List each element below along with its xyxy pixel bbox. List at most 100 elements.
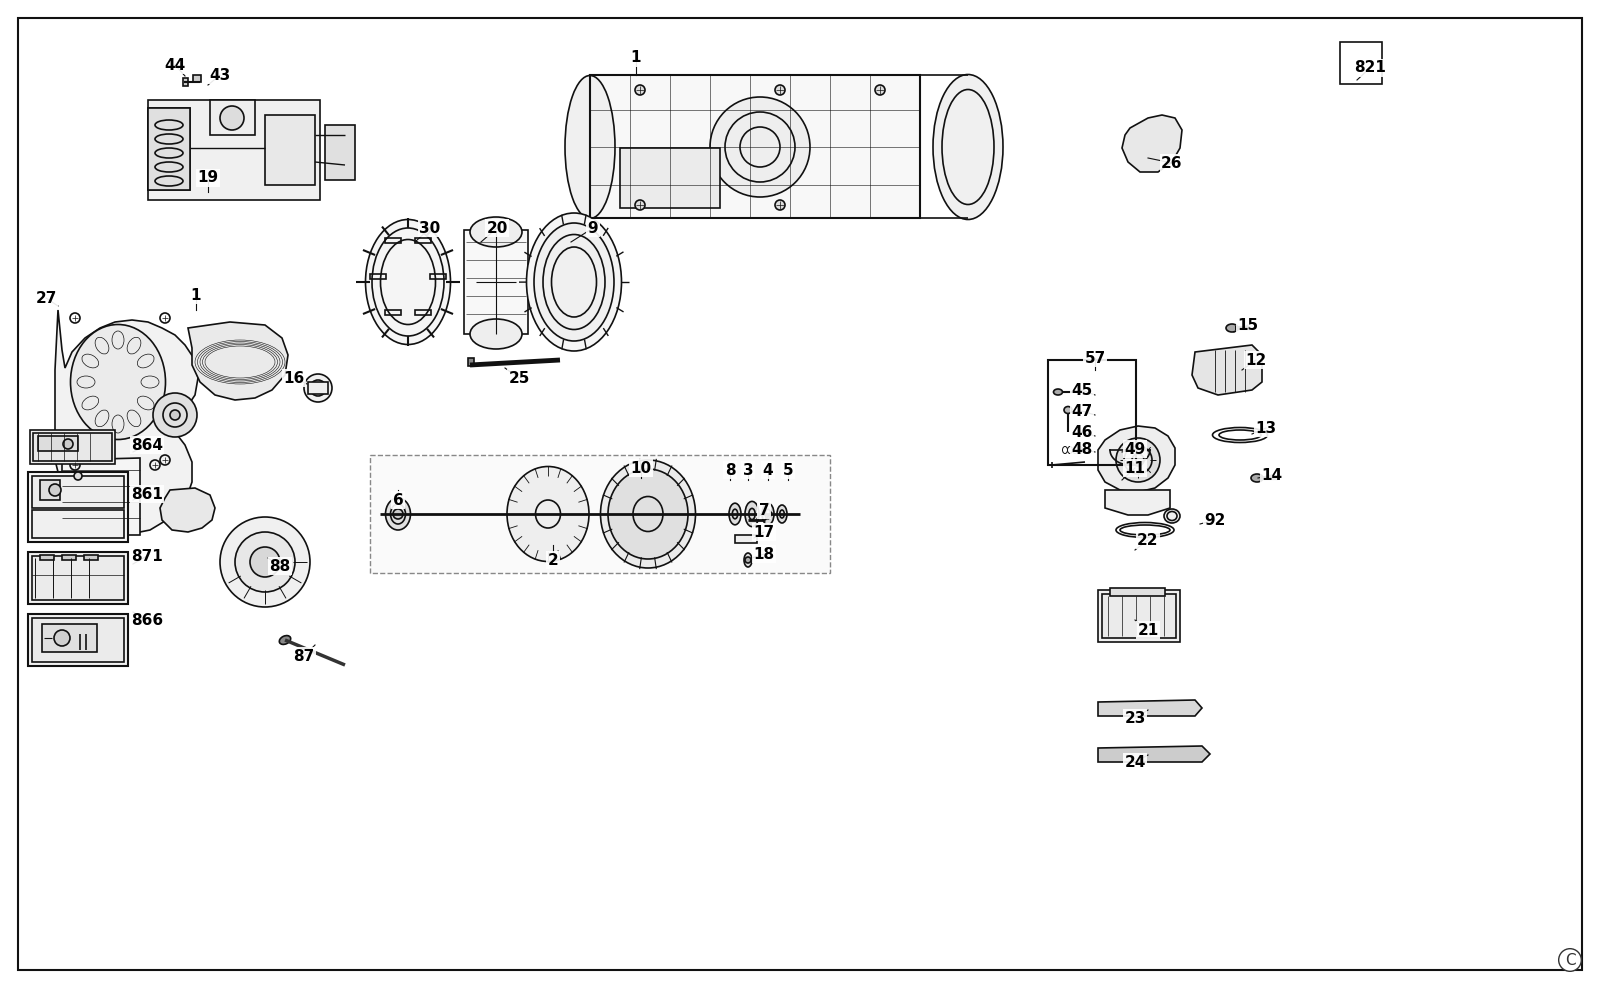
Bar (29, 472, 128, 542)
Text: 864: 864 (131, 438, 163, 453)
Text: 26: 26 (1162, 155, 1182, 171)
Polygon shape (1192, 345, 1262, 395)
Circle shape (774, 200, 786, 210)
Ellipse shape (1251, 474, 1262, 482)
Text: 22: 22 (1138, 533, 1158, 547)
Text: 20: 20 (486, 220, 507, 235)
Polygon shape (1122, 115, 1182, 172)
Circle shape (635, 85, 645, 95)
Bar (414, 238, 430, 243)
Text: C: C (1565, 952, 1576, 967)
Bar (1048, 360, 1136, 465)
Text: 88: 88 (269, 558, 291, 573)
Bar (32, 510, 125, 538)
Text: 87: 87 (293, 648, 315, 664)
Text: 4: 4 (763, 462, 773, 477)
Bar (266, 115, 315, 185)
Ellipse shape (221, 517, 310, 607)
Circle shape (304, 374, 333, 402)
Text: 12: 12 (1245, 353, 1267, 368)
Polygon shape (62, 458, 141, 535)
Text: 861: 861 (131, 486, 163, 502)
Bar (42, 624, 98, 652)
Ellipse shape (1053, 389, 1062, 395)
Bar (147, 108, 190, 190)
Circle shape (1133, 454, 1144, 466)
Ellipse shape (1165, 509, 1181, 523)
Bar (32, 556, 125, 600)
Ellipse shape (470, 319, 522, 349)
Bar (29, 614, 128, 666)
Bar (325, 125, 355, 180)
Circle shape (154, 393, 197, 437)
Circle shape (50, 484, 61, 496)
Ellipse shape (710, 97, 810, 197)
Ellipse shape (235, 532, 294, 592)
Ellipse shape (280, 635, 291, 644)
Bar (1102, 594, 1176, 638)
Ellipse shape (608, 469, 688, 559)
Text: 14: 14 (1261, 467, 1283, 482)
Text: 19: 19 (197, 171, 219, 186)
Ellipse shape (70, 324, 165, 440)
Ellipse shape (365, 219, 451, 345)
Bar (40, 480, 61, 500)
Ellipse shape (250, 547, 280, 577)
Text: 48: 48 (1072, 442, 1093, 456)
Bar (590, 75, 920, 218)
Bar (182, 78, 189, 86)
Ellipse shape (778, 505, 787, 523)
Polygon shape (1106, 490, 1170, 515)
Bar (62, 555, 77, 560)
Ellipse shape (1064, 406, 1072, 414)
Text: 866: 866 (131, 613, 163, 627)
Polygon shape (30, 430, 115, 464)
Text: 7: 7 (758, 503, 770, 518)
Bar (34, 433, 112, 461)
Text: 2: 2 (547, 552, 558, 567)
Text: 18: 18 (754, 546, 774, 561)
Circle shape (635, 200, 645, 210)
Text: 45: 45 (1072, 382, 1093, 397)
Text: 24: 24 (1125, 755, 1146, 770)
Circle shape (221, 106, 243, 130)
Text: 5: 5 (782, 462, 794, 477)
Ellipse shape (534, 223, 614, 341)
Circle shape (170, 410, 179, 420)
Bar (386, 238, 402, 243)
Circle shape (746, 557, 750, 563)
Polygon shape (160, 488, 214, 532)
Text: 47: 47 (1072, 403, 1093, 419)
Text: 6: 6 (392, 492, 403, 508)
Bar (370, 274, 386, 279)
Bar (210, 100, 254, 135)
Text: 3: 3 (742, 462, 754, 477)
Bar (621, 148, 720, 208)
Bar (464, 230, 528, 334)
Text: 871: 871 (131, 548, 163, 563)
Polygon shape (1098, 746, 1210, 762)
Ellipse shape (470, 217, 522, 247)
Ellipse shape (600, 460, 696, 568)
Polygon shape (590, 75, 920, 218)
Bar (430, 274, 446, 279)
Text: 21: 21 (1138, 622, 1158, 637)
Text: 30: 30 (419, 220, 440, 235)
Text: 8: 8 (725, 462, 736, 477)
Ellipse shape (744, 553, 752, 567)
Polygon shape (1098, 700, 1202, 716)
Ellipse shape (933, 74, 1003, 219)
Text: 821: 821 (1354, 60, 1386, 75)
Text: 15: 15 (1237, 317, 1259, 333)
Text: 17: 17 (754, 525, 774, 539)
Text: 25: 25 (509, 370, 530, 385)
Polygon shape (147, 108, 190, 190)
Text: 1: 1 (630, 50, 642, 65)
Text: 44: 44 (165, 57, 186, 72)
Text: 16: 16 (283, 370, 304, 385)
Polygon shape (189, 322, 288, 400)
Text: 11: 11 (1125, 460, 1146, 475)
Polygon shape (54, 310, 198, 535)
Ellipse shape (526, 213, 621, 351)
Bar (38, 436, 78, 451)
